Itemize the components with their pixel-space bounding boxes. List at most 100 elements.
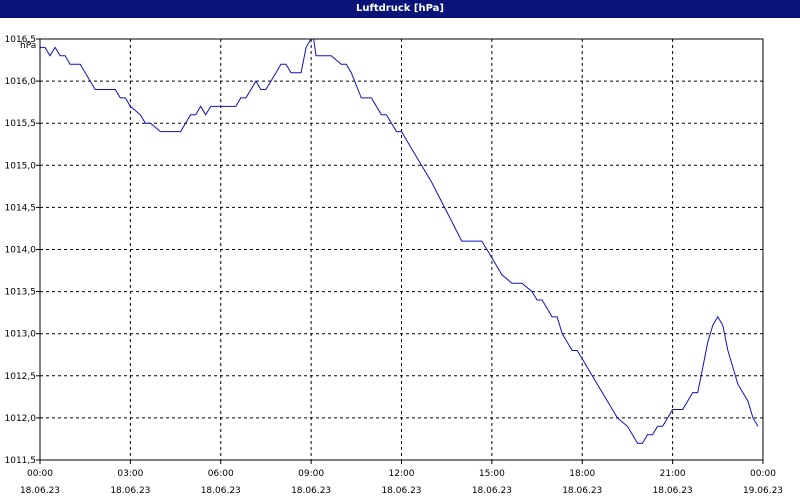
data-point	[491, 257, 493, 259]
data-point	[596, 383, 598, 385]
data-point	[235, 105, 237, 107]
data-point	[752, 417, 754, 419]
x-tick-date-label: 18.06.23	[110, 486, 150, 496]
data-point	[536, 299, 538, 301]
data-point	[682, 408, 684, 410]
data-point	[144, 122, 146, 124]
data-point	[410, 147, 412, 149]
data-point	[260, 88, 262, 90]
y-axis-label: hPa	[20, 41, 36, 51]
data-point	[350, 72, 352, 74]
data-point	[576, 349, 578, 351]
data-point	[220, 105, 222, 107]
data-point	[330, 55, 332, 57]
data-point	[250, 88, 252, 90]
data-point	[626, 425, 628, 427]
data-point	[240, 97, 242, 99]
data-point	[687, 400, 689, 402]
data-point	[69, 63, 71, 65]
x-tick-date-label: 19.06.23	[743, 486, 783, 496]
data-point	[184, 122, 186, 124]
data-point	[189, 114, 191, 116]
data-point	[385, 114, 387, 116]
data-point	[265, 88, 267, 90]
data-point	[666, 417, 668, 419]
data-point	[89, 80, 91, 82]
data-point	[99, 88, 101, 90]
x-tick-time-label: 18:00	[569, 469, 595, 479]
data-point	[119, 97, 121, 99]
data-point	[400, 130, 402, 132]
pressure-chart: hPa 1011,5 1012,0 1012,5 1013,0 1013,5 1014,0…	[5, 35, 784, 496]
data-point	[531, 290, 533, 292]
data-point	[561, 333, 563, 335]
x-tick-date-label: 18.06.23	[291, 486, 331, 496]
y-tick-label: 1014,0	[5, 246, 37, 256]
y-tick-label: 1012,0	[5, 414, 37, 424]
x-tick-date-label: 18.06.23	[562, 486, 602, 496]
data-point	[511, 282, 513, 284]
data-point	[64, 55, 66, 57]
data-point	[757, 425, 759, 427]
x-tick-time-label: 21:00	[660, 469, 686, 479]
data-point	[280, 63, 282, 65]
data-point	[149, 122, 151, 124]
data-point	[200, 105, 202, 107]
x-tick-date-label: 18.06.23	[201, 486, 241, 496]
data-point	[676, 408, 678, 410]
data-point	[44, 46, 46, 48]
x-tick-time-label: 15:00	[479, 469, 505, 479]
window-title: Luftdruck [hPa]	[0, 0, 800, 18]
data-point	[430, 181, 432, 183]
plot-frame	[39, 38, 764, 461]
y-tick-label: 1015,5	[5, 119, 37, 129]
x-tick-time-label: 09:00	[298, 469, 324, 479]
data-point	[79, 63, 81, 65]
x-tick-date-label: 18.06.23	[20, 486, 60, 496]
data-point	[49, 55, 51, 57]
data-point	[59, 55, 61, 57]
data-point	[702, 366, 704, 368]
data-point	[481, 240, 483, 242]
x-tick-time-label: 12:00	[389, 469, 415, 479]
data-point	[521, 282, 523, 284]
data-point	[179, 130, 181, 132]
data-point	[566, 341, 568, 343]
data-point	[636, 442, 638, 444]
data-point	[651, 434, 653, 436]
data-point	[210, 105, 212, 107]
data-point	[461, 240, 463, 242]
data-point	[692, 391, 694, 393]
data-point	[631, 434, 633, 436]
data-point	[285, 63, 287, 65]
x-tick-time-label: 06:00	[208, 469, 234, 479]
data-point	[747, 400, 749, 402]
data-point	[616, 417, 618, 419]
data-point	[305, 46, 307, 48]
data-point	[722, 324, 724, 326]
series-line	[40, 38, 759, 444]
data-point	[360, 97, 362, 99]
data-point	[139, 114, 141, 116]
data-point	[606, 400, 608, 402]
x-tick-date-label: 18.06.23	[381, 486, 421, 496]
data-point	[551, 316, 553, 318]
data-point	[114, 88, 116, 90]
y-tick-label: 1016,0	[5, 77, 37, 87]
y-tick-label: 1014,5	[5, 203, 37, 213]
data-point	[671, 408, 673, 410]
y-tick-label: 1013,5	[5, 288, 37, 298]
data-point	[370, 97, 372, 99]
data-point	[315, 55, 317, 57]
data-point	[712, 324, 714, 326]
data-point	[546, 307, 548, 309]
x-tick-time-label: 03:00	[117, 469, 143, 479]
data-point	[245, 97, 247, 99]
y-tick-label: 1012,5	[5, 372, 37, 382]
data-point	[727, 349, 729, 351]
data-point	[656, 425, 658, 427]
data-point	[380, 114, 382, 116]
x-tick-time-label: 00:00	[750, 469, 776, 479]
data-point	[661, 425, 663, 427]
data-point	[255, 80, 257, 82]
